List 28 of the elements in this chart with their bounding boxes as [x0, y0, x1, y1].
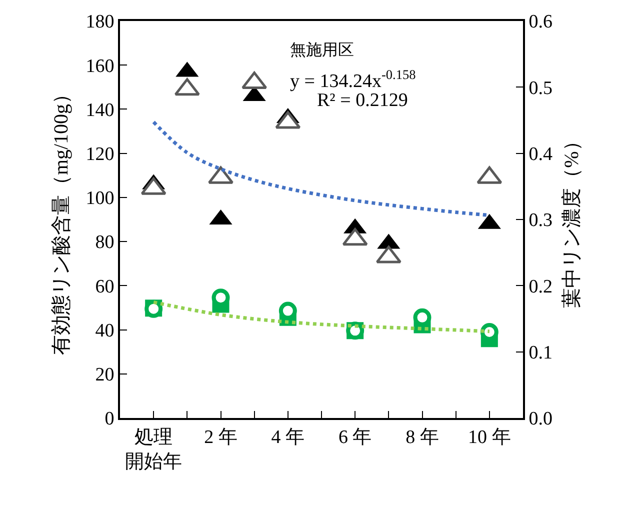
y2-tick-label: 0.2 — [528, 276, 553, 298]
x-tick-label: 4 年 — [271, 426, 305, 448]
y-tick-label: 60 — [95, 276, 114, 298]
y2-tick-label: 0.3 — [528, 210, 553, 232]
annotation: 無施用区 — [290, 41, 354, 59]
x-tick-label: 10 年 — [468, 426, 511, 448]
y-tick-label: 160 — [86, 56, 114, 77]
annotation: R² = 0.2129 — [317, 90, 408, 111]
x-tick-label: 6 年 — [338, 426, 372, 448]
y-tick-label: 120 — [86, 144, 114, 165]
y-tick-label: 0 — [104, 408, 114, 430]
y-tick-label: 80 — [95, 232, 114, 254]
x-tick-label: 2 年 — [204, 426, 238, 448]
y-tick-label: 20 — [95, 364, 114, 386]
y2-tick-label: 0.6 — [528, 12, 553, 33]
y-tick-label: 100 — [86, 188, 114, 210]
y2-tick-label: 0.0 — [528, 408, 553, 430]
x-tick-label: 8 年 — [406, 426, 439, 448]
y-tick-label: 180 — [86, 12, 114, 33]
annotation: y = 134.24x$^{-0.158}$ — [290, 67, 416, 92]
y2-tick-label: 0.4 — [528, 144, 554, 165]
y-axis-title: 有効態リン酸含量（mg/100g） — [50, 84, 73, 356]
y2-tick-label: 0.5 — [528, 78, 553, 99]
y-tick-label: 140 — [86, 100, 114, 121]
y2-axis-title: 葉中リン濃度（%） — [561, 131, 584, 308]
y2-tick-label: 0.1 — [528, 342, 553, 364]
x-tick-label: 処理開始年 — [125, 426, 182, 472]
y-tick-label: 40 — [95, 320, 114, 342]
